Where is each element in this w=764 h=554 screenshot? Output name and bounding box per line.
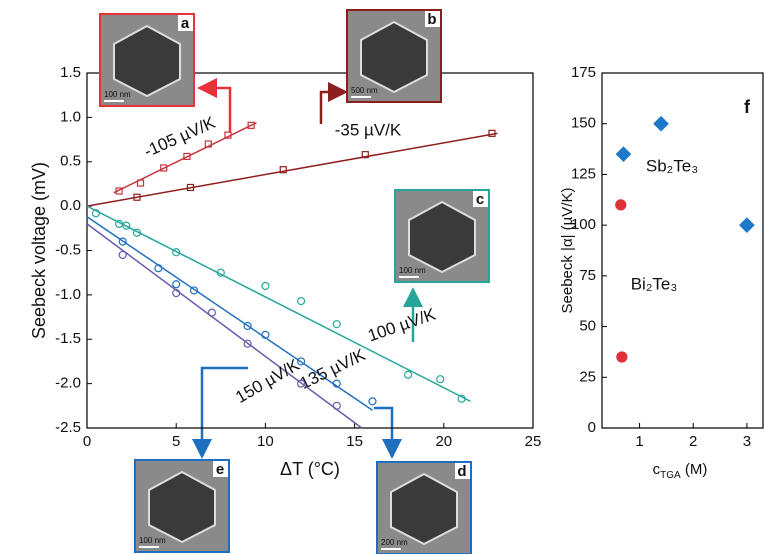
inset: d 200 nm	[377, 462, 471, 554]
arrow	[321, 92, 343, 124]
y-tick-label: 0	[588, 419, 596, 436]
x-tick-label: 3	[743, 433, 751, 450]
y-tick-label: 25	[579, 368, 596, 385]
point	[617, 352, 627, 362]
x-tick-label: 10	[257, 433, 274, 450]
inset-label: a	[181, 15, 190, 32]
arrow	[202, 368, 248, 454]
point	[208, 309, 215, 316]
y-tick-label: -1.0	[55, 286, 81, 303]
inset-label: d	[457, 463, 466, 480]
x-axis-label: cTGA (M)	[653, 461, 708, 481]
x-tick-label: 1	[635, 433, 643, 450]
y-tick-label: -1.5	[55, 330, 81, 347]
point	[173, 281, 180, 288]
scale-bar-label: 200 nm	[381, 538, 408, 547]
y-tick-label: 1.0	[60, 108, 81, 125]
scale-bar-label: 100 nm	[139, 536, 166, 545]
x-axis-label-part: (M)	[681, 461, 708, 478]
y-tick-label: 175	[571, 64, 596, 81]
point	[654, 117, 668, 131]
inset: b 500 nm	[347, 10, 441, 102]
inset-label: e	[216, 461, 224, 478]
x-tick-label: 0	[83, 433, 91, 450]
y-tick-label: 75	[579, 267, 596, 284]
x-tick-label: 15	[346, 433, 363, 450]
point	[740, 218, 754, 232]
y-tick-label: 0.0	[60, 197, 81, 214]
y-tick-label: 125	[571, 165, 596, 182]
x-tick-label: 5	[172, 433, 180, 450]
plot-frame	[602, 73, 763, 428]
series-label: Bi₂Te₃	[631, 274, 678, 293]
fit-line	[87, 224, 362, 428]
point	[616, 147, 630, 161]
x-axis-label-part: TGA	[660, 470, 681, 481]
arrows	[202, 88, 413, 454]
inset: c 100 nm	[395, 190, 489, 282]
point	[262, 283, 269, 290]
x-tick-label: 25	[525, 433, 542, 450]
series-label: -105 µV/K	[141, 113, 219, 162]
x-axis-label: ΔT (°C)	[280, 459, 340, 479]
scale-bar-label: 500 nm	[351, 86, 378, 95]
y-axis-label: Seebeck voltage (mV)	[29, 162, 49, 339]
y-tick-label: 150	[571, 115, 596, 132]
y-tick-label: -2.0	[55, 375, 81, 392]
series-label: 135 µV/K	[297, 345, 369, 393]
point	[333, 402, 340, 409]
point	[298, 298, 305, 305]
y-tick-label: 0.5	[60, 153, 81, 170]
arrow	[374, 408, 392, 454]
point	[616, 200, 626, 210]
point	[405, 371, 412, 378]
fit-line	[87, 217, 372, 410]
figure: -2.5-2.0-1.5-1.0-0.50.00.51.01.505101520…	[0, 0, 764, 554]
series-label: Sb₂Te₃	[646, 156, 698, 175]
inset: a 100 nm	[100, 14, 194, 106]
point	[333, 321, 340, 328]
point	[119, 251, 126, 258]
point	[369, 398, 376, 405]
y-tick-label: 50	[579, 318, 596, 335]
y-tick-label: -0.5	[55, 241, 81, 258]
x-tick-label: 20	[435, 433, 452, 450]
series-label: -35 µV/K	[335, 120, 402, 139]
y-tick-label: 1.5	[60, 64, 81, 81]
inset-label: b	[427, 11, 436, 28]
inset-label: c	[476, 191, 484, 208]
point	[437, 376, 444, 383]
inset: e 100 nm	[135, 460, 229, 552]
scale-bar-label: 100 nm	[399, 266, 426, 275]
series-label: 100 µV/K	[365, 304, 438, 345]
panel-label: f	[744, 97, 751, 117]
scale-bar-label: 100 nm	[104, 90, 131, 99]
x-tick-label: 2	[689, 433, 697, 450]
y-tick-label: -2.5	[55, 419, 81, 436]
series-label: 150 µV/K	[232, 355, 303, 407]
y-axis-label: Seebeck |α| (µV/K)	[559, 188, 576, 314]
